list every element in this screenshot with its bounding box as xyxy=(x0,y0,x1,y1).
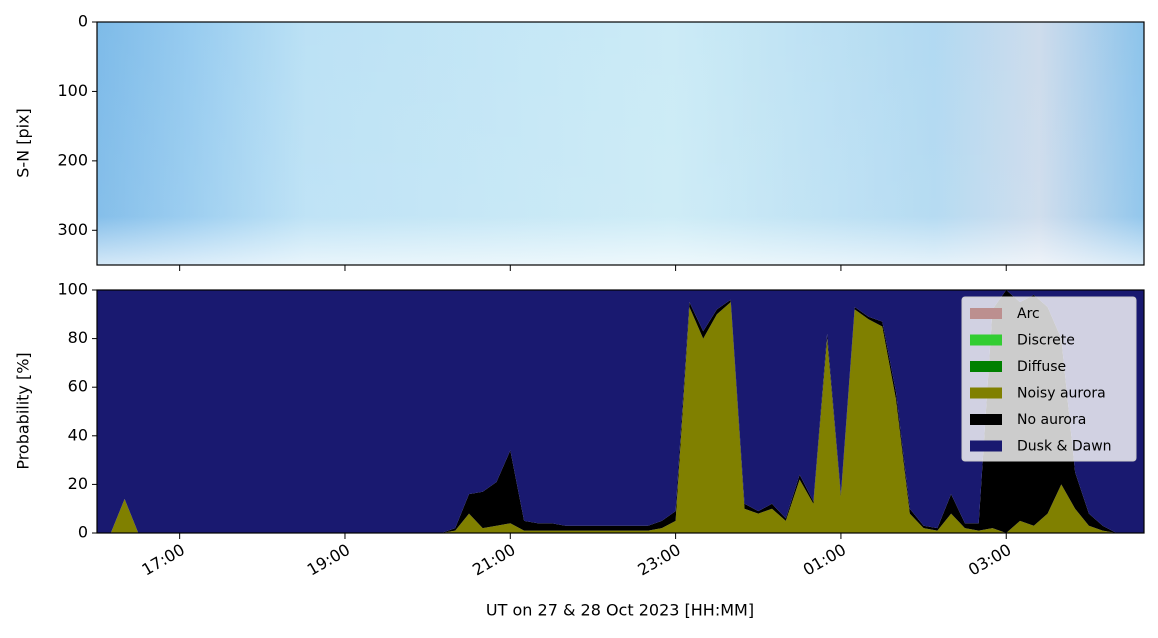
area xyxy=(97,290,1144,533)
legend-label: No aurora xyxy=(1017,412,1086,428)
y-axis-label: S-N [pix] xyxy=(14,108,33,178)
keogram-shade xyxy=(97,22,1144,265)
axes-frame xyxy=(96,21,1145,266)
x-axis-label: UT on 27 & 28 Oct 2023 [HH:MM] xyxy=(486,601,754,620)
y-tick-label: 100 xyxy=(57,280,88,299)
legend-box xyxy=(961,296,1137,462)
y-tick-label: 200 xyxy=(57,150,88,169)
x-tick-label: 21:00 xyxy=(469,540,518,580)
y-tick-label: 300 xyxy=(57,220,88,239)
legend-swatch xyxy=(970,334,1002,346)
y-tick-label: 80 xyxy=(68,328,88,347)
y-tick-label: 60 xyxy=(68,377,88,396)
axes-frame xyxy=(96,289,1145,534)
legend-label: Dusk & Dawn xyxy=(1017,439,1112,455)
legend-label: Diffuse xyxy=(1017,359,1066,375)
legend-label: Arc xyxy=(1017,306,1040,322)
y-tick-label: 0 xyxy=(78,523,88,542)
y-tick-label: 0 xyxy=(78,12,88,31)
x-tick-label: 17:00 xyxy=(138,540,187,580)
y-tick-label: 100 xyxy=(57,81,88,100)
area xyxy=(97,302,1144,533)
legend-label: Noisy aurora xyxy=(1017,386,1106,402)
keogram-panel: S-N [pix] 0 100 200 300 xyxy=(14,12,1145,271)
x-tick-label: 19:00 xyxy=(304,540,353,580)
legend-swatch xyxy=(970,440,1002,452)
legend-swatch xyxy=(970,308,1002,319)
x-tick-label: 23:00 xyxy=(634,540,683,580)
probability-panel: Probability [%] UT on 27 & 28 Oct 2023 [… xyxy=(14,280,1145,620)
x-tick-label: 01:00 xyxy=(800,540,849,580)
legend-swatch xyxy=(970,414,1002,425)
x-tick-label: 03:00 xyxy=(965,540,1014,580)
y-axis-label: Probability [%] xyxy=(14,352,33,469)
y-tick-label: 20 xyxy=(68,474,88,493)
legend-swatch xyxy=(970,387,1002,399)
legend-swatch xyxy=(970,361,1002,372)
legend-label: Discrete xyxy=(1017,333,1075,349)
y-tick-label: 40 xyxy=(68,425,88,444)
